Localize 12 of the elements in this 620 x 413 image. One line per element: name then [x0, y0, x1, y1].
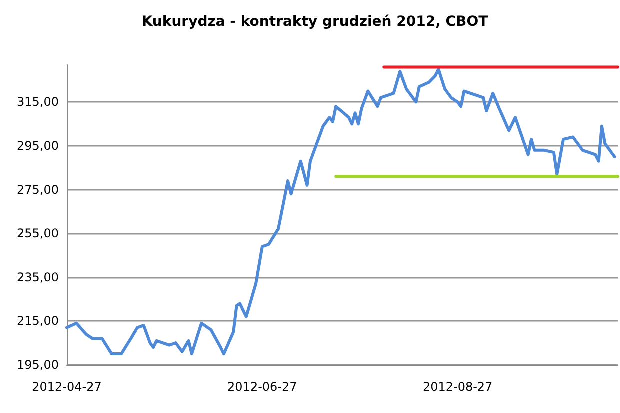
x-tick-label: 2012-04-27 — [32, 380, 102, 394]
chart-title: Kukurydza - kontrakty grudzień 2012, CBOT — [142, 14, 489, 30]
y-tick-label: 235,00 — [17, 270, 59, 284]
y-tick-label: 275,00 — [17, 182, 59, 197]
y-tick-label: 215,00 — [17, 314, 59, 328]
x-tick-label: 2012-08-27 — [422, 380, 493, 394]
y-tick-label: 295,00 — [17, 139, 59, 154]
x-tick-label: 2012-06-27 — [228, 380, 298, 394]
y-tick-label: 315,00 — [17, 95, 59, 110]
y-tick-label: 255,00 — [17, 226, 59, 241]
y-tick-label: 195,00 — [17, 358, 59, 372]
line-series — [66, 68, 616, 356]
